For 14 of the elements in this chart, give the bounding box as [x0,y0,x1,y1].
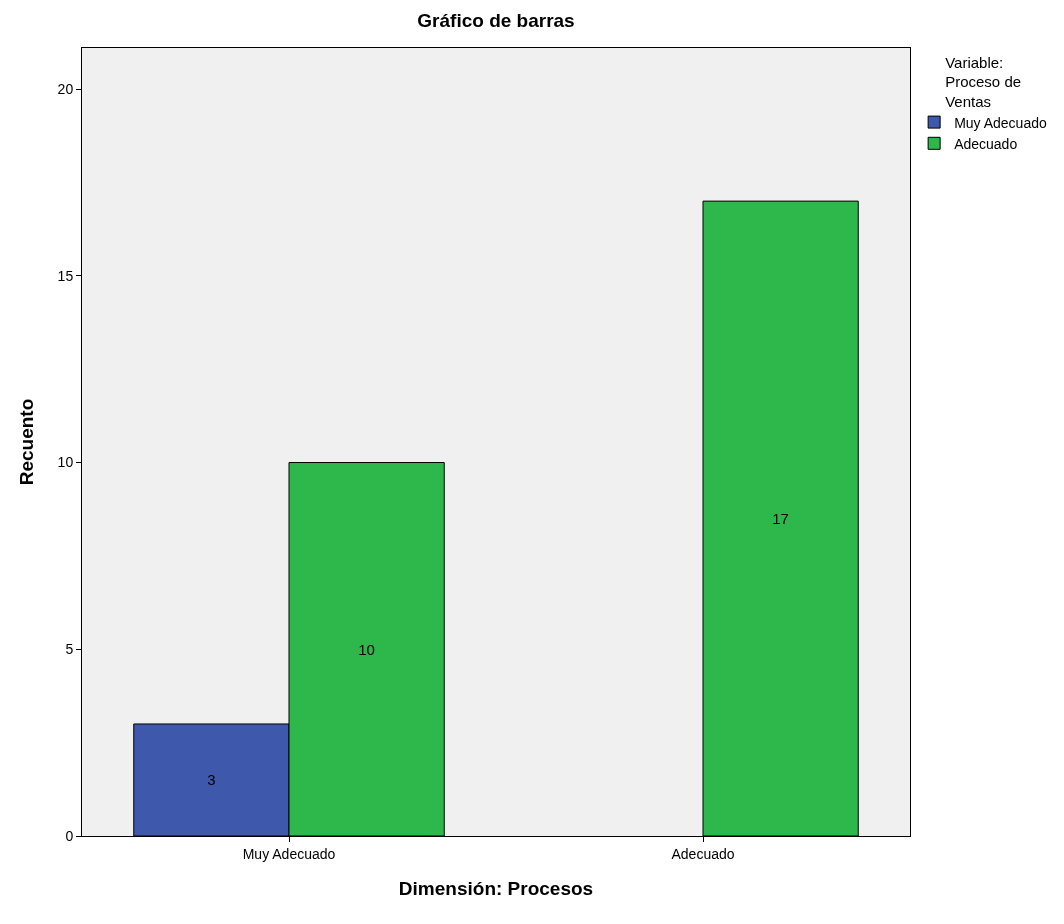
legend-label: Muy Adecuado [954,114,1047,131]
y-tick-label: 5 [65,641,74,658]
legend-title: Variable: Proceso de Ventas [945,53,1022,110]
y-tick-label: 15 [57,267,74,284]
x-axis-title: Dimensión: Procesos [398,877,594,899]
chart-title: Gráfico de barras [417,10,575,32]
y-tick-label: 0 [65,827,74,844]
y-axis-title: Recuento [16,398,38,486]
data-label: 10 [358,640,375,658]
legend-label: Adecuado [954,135,1018,152]
y-tick-label: 10 [57,454,74,471]
y-tick-label: 20 [57,80,74,97]
data-label: 3 [207,771,216,789]
data-label: 17 [772,510,789,528]
